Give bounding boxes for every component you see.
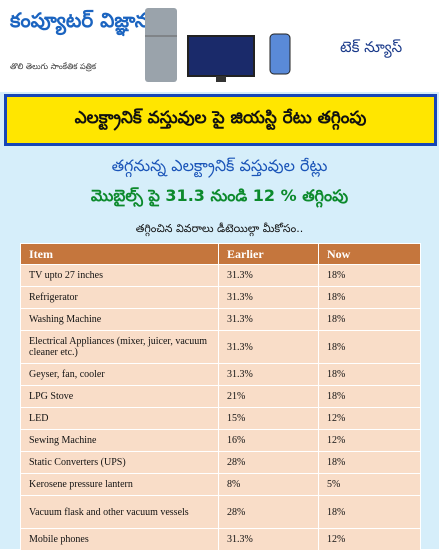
table-cell: Vacuum flask and other vacuum vessels xyxy=(20,495,219,529)
table-cell: 16% xyxy=(218,429,319,452)
table-cell: 12% xyxy=(318,407,421,430)
table-cell: 21% xyxy=(218,385,319,408)
table-cell: Sewing Machine xyxy=(20,429,219,452)
intro-line: తగ్గనున్న ఎలక్ట్రానిక్ వస్తువుల రేట్లు xyxy=(111,156,328,175)
header: కంప్యూటర్ విజ్ఞానం తొలి తెలుగు సాంకేతిక … xyxy=(0,0,439,92)
section-label: టెక్ న్యూస్ xyxy=(340,38,403,56)
table-row: Mobile phones 31.3% 12% xyxy=(20,528,421,551)
table-cell: 18% xyxy=(318,308,421,331)
table-cell: 28% xyxy=(218,451,319,474)
table-row: Washing Machine 31.3% 18% xyxy=(20,308,421,331)
table-cell: Washing Machine xyxy=(20,308,219,331)
table-body: TV upto 27 inches 31.3% 18% Refrigerator 31.… xyxy=(20,264,421,551)
table-cell: 5% xyxy=(318,473,421,496)
header-row: Item Earlier Now xyxy=(20,243,421,265)
table-cell: Kerosene pressure lantern xyxy=(20,473,219,496)
table-cell: Geyser, fan, cooler xyxy=(20,363,219,386)
table-cell: 18% xyxy=(318,330,421,364)
column-header: Item xyxy=(20,243,219,265)
table-cell: 31.3% xyxy=(218,264,319,287)
gst-table: Item Earlier Now TV upto 27 inches 31.3% 18%… xyxy=(20,243,421,551)
table-cell: 15% xyxy=(218,407,319,430)
table-cell: 8% xyxy=(218,473,319,496)
table-row: Refrigerator 31.3% 18% xyxy=(20,286,421,309)
table-cell: Refrigerator xyxy=(20,286,219,309)
logo: కంప్యూటర్ విజ్ఞానం xyxy=(10,8,159,32)
table-cell: LED xyxy=(20,407,219,430)
table-cell: Mobile phones xyxy=(20,528,219,551)
column-header: Now xyxy=(318,243,421,265)
table-row: Geyser, fan, cooler 31.3% 18% xyxy=(20,363,421,386)
table-row: Vacuum flask and other vacuum vessels 28%… xyxy=(20,495,421,529)
table-cell: 31.3% xyxy=(218,308,319,331)
table-cell: 12% xyxy=(318,528,421,551)
column-header: Earlier xyxy=(218,243,319,265)
table-row: LPG Stove 21% 18% xyxy=(20,385,421,408)
tagline: తొలి తెలుగు సాంకేతిక పత్రిక xyxy=(10,62,97,71)
intro-line: తగ్గించిన వివరాలు డీటెయిల్గా మీకోసం.. xyxy=(135,222,304,235)
table-row: Static Converters (UPS) 28% 18% xyxy=(20,451,421,474)
product-images xyxy=(145,8,291,82)
table-cell: Electrical Appliances (mixer, juicer, va… xyxy=(20,330,219,364)
table-row: Sewing Machine 16% 12% xyxy=(20,429,421,452)
banner-title: ఎలక్ట్రానిక్ వస్తువుల పై జియస్టి రేటు తగ… xyxy=(4,94,437,146)
table-cell: 31.3% xyxy=(218,528,319,551)
table-cell: 31.3% xyxy=(218,286,319,309)
intro-line: మొబైల్స్ పై 31.3 నుండి 12 % తగ్గింపు xyxy=(90,186,349,205)
table-cell: 12% xyxy=(318,429,421,452)
table-cell: 18% xyxy=(318,363,421,386)
table-cell: LPG Stove xyxy=(20,385,219,408)
table-row: LED 15% 12% xyxy=(20,407,421,430)
table-cell: 18% xyxy=(318,264,421,287)
table-row: Kerosene pressure lantern 8% 5% xyxy=(20,473,421,496)
table-cell: 18% xyxy=(318,385,421,408)
table-cell: 31.3% xyxy=(218,363,319,386)
table-cell: TV upto 27 inches xyxy=(20,264,219,287)
table-cell: 18% xyxy=(318,495,421,529)
table-cell: 31.3% xyxy=(218,330,319,364)
table-cell: Static Converters (UPS) xyxy=(20,451,219,474)
table-cell: 18% xyxy=(318,286,421,309)
table-row: TV upto 27 inches 31.3% 18% xyxy=(20,264,421,287)
table-cell: 18% xyxy=(318,451,421,474)
table-cell: 28% xyxy=(218,495,319,529)
table-row: Electrical Appliances (mixer, juicer, va… xyxy=(20,330,421,364)
